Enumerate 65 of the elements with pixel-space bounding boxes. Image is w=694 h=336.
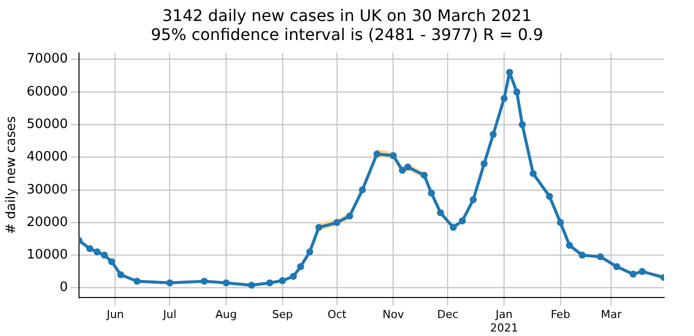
point	[390, 152, 397, 160]
point	[297, 263, 304, 270]
chart-title: 3142 daily new cases in UK on 30 March 2021	[161, 6, 533, 25]
point	[108, 258, 116, 266]
x-tick-label: Nov	[382, 308, 405, 322]
y-tick-label: 10000	[26, 248, 68, 263]
point	[437, 209, 444, 216]
point	[117, 271, 124, 278]
y-axis-title: # daily new cases	[4, 116, 20, 234]
point	[346, 212, 354, 220]
x-tick-label: Dec	[437, 308, 458, 322]
point	[506, 68, 514, 76]
point	[266, 279, 274, 286]
point	[290, 272, 297, 280]
y-tick-label: 20000	[26, 214, 68, 230]
y-tick-label: 40000	[26, 150, 68, 165]
point	[200, 278, 208, 285]
x-tick-label: Sep	[272, 308, 293, 322]
point	[373, 150, 380, 158]
point	[458, 217, 466, 224]
y-tick-label: 50000	[26, 116, 68, 132]
point	[404, 164, 412, 171]
point	[513, 88, 520, 96]
point	[358, 186, 366, 194]
point	[398, 166, 406, 174]
point	[556, 219, 564, 226]
x-tick-label: Jun	[106, 308, 124, 322]
x-tick-label: Jan 2021	[490, 308, 518, 334]
point	[428, 190, 435, 197]
point	[546, 192, 554, 200]
point	[420, 172, 428, 179]
point	[613, 263, 620, 270]
point	[530, 170, 537, 178]
point	[566, 242, 574, 249]
y-tick-label: 0	[60, 280, 68, 296]
point	[578, 252, 586, 259]
y-tick-label: 30000	[26, 182, 68, 198]
point	[134, 278, 141, 285]
point	[638, 268, 646, 275]
point	[94, 248, 101, 256]
x-tick-label: Mar	[600, 308, 622, 322]
point	[248, 282, 256, 289]
point	[306, 248, 314, 256]
point	[518, 121, 526, 128]
point	[500, 94, 508, 102]
point	[470, 196, 477, 204]
point	[333, 219, 340, 226]
x-tick-label: Aug	[215, 308, 237, 322]
point	[166, 279, 174, 286]
chart-subtitle: 95% confidence interval is (2481 - 3977) R = 0.9	[150, 25, 544, 44]
x-tick-label: Feb	[550, 308, 570, 322]
y-tick-label: 60000	[26, 84, 68, 100]
point	[490, 130, 497, 138]
point	[630, 270, 637, 278]
point	[222, 279, 230, 286]
y-tick-label: 70000	[26, 52, 68, 67]
point	[100, 252, 108, 259]
point	[480, 160, 488, 168]
point	[278, 277, 286, 284]
x-tick-label: Jul	[162, 308, 176, 322]
point	[86, 245, 94, 252]
point	[315, 224, 322, 231]
point	[450, 224, 457, 231]
point	[596, 253, 604, 260]
x-tick-label: Oct	[327, 308, 348, 322]
